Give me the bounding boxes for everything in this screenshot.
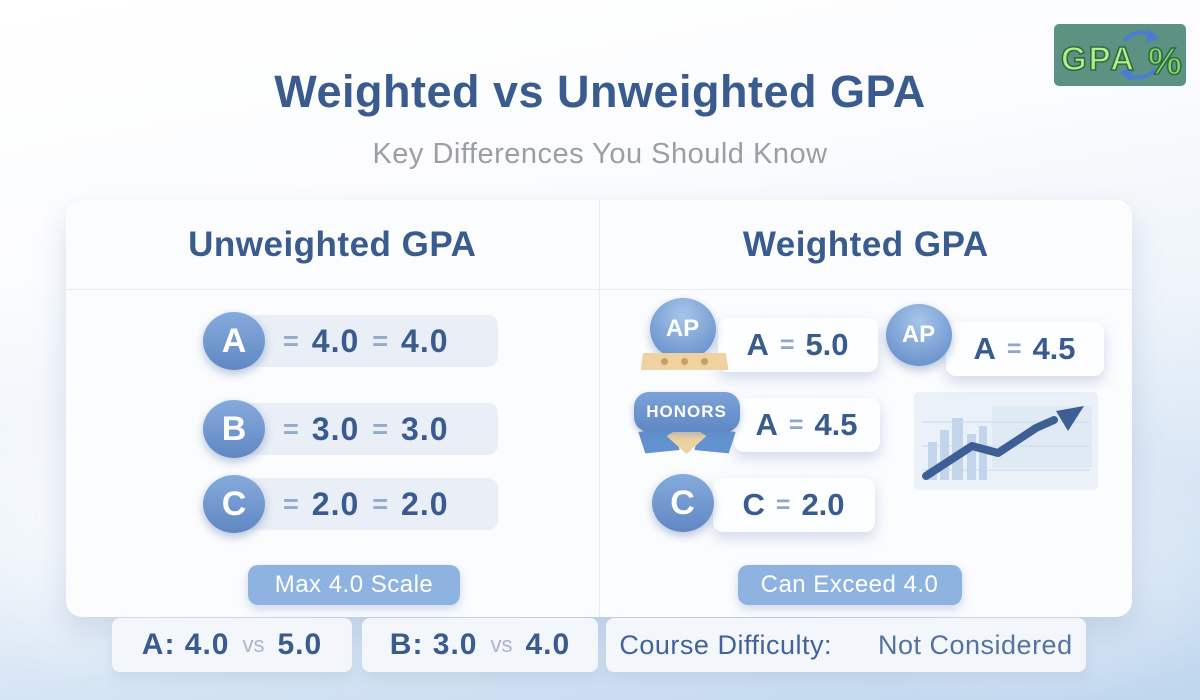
footer-comparison-a: A: 4.0 vs 5.0 (112, 618, 352, 672)
grade-b-values: = 3.0 = 3.0 (283, 400, 449, 458)
ap-circle-icon: AP (649, 298, 716, 360)
svg-text:GPA: GPA (1061, 40, 1136, 77)
can-exceed-badge: Can Exceed 4.0 (737, 565, 962, 605)
gpa-value: 2.0 (311, 485, 360, 522)
ribbon-icon (640, 353, 729, 370)
equals-sign: = (372, 325, 389, 356)
footer-comparison-b: B: 3.0 vs 4.0 (362, 618, 598, 672)
row-pill-background (235, 315, 498, 367)
footer-grade-value: 4.0 (525, 628, 571, 661)
grade-a-values: = 4.0 = 4.0 (283, 312, 449, 370)
equals-sign: = (775, 490, 791, 519)
grade-letter: C (742, 487, 765, 522)
equals-sign: = (788, 410, 804, 439)
ap-circle-icon: AP (885, 304, 952, 366)
vs-label: vs (242, 632, 265, 657)
ribbon-dot (661, 358, 668, 365)
row-pill-background (235, 478, 498, 530)
gpa-value: 4.5 (814, 407, 858, 442)
gpa-value: 4.0 (401, 322, 449, 359)
grade-c-badge-icon: C (203, 475, 265, 533)
equals-sign: = (372, 413, 389, 444)
gpa-value: 3.0 (401, 410, 449, 447)
equals-sign: = (283, 488, 299, 519)
grade-a-badge-icon: A (203, 312, 265, 370)
unweighted-column: Unweighted GPA A = 4.0 = 4.0 B (66, 200, 600, 617)
honors-label: HONORS (633, 392, 740, 432)
grade-letter: A (221, 321, 247, 360)
growth-chart-icon (913, 392, 1098, 490)
unweighted-column-title: Unweighted GPA (66, 200, 599, 290)
unweighted-row-a: A = 4.0 = 4.0 (203, 312, 498, 370)
gpa-percent-logo-icon: GPA % (1054, 24, 1186, 86)
max-scale-badge: Max 4.0 Scale (248, 565, 460, 605)
vs-label: vs (490, 632, 513, 657)
unweighted-row-c: C = 2.0 = 2.0 (203, 475, 498, 533)
grade-letter: A (755, 407, 778, 442)
weighted-column-title: Weighted GPA (599, 200, 1132, 290)
ribbon-dot (681, 358, 688, 365)
grade-c-values: = 2.0 = 2.0 (283, 475, 449, 533)
gpa-value: 4.5 (1032, 331, 1076, 366)
weighted-card-ap-a5: A = 5.0 (717, 318, 878, 372)
gpa-value: 4.0 (311, 322, 360, 359)
footer-course-difficulty: Course Difficulty: Not Considered (606, 618, 1086, 672)
weighted-card-honors-a45: A = 4.5 (733, 398, 880, 452)
equals-sign: = (283, 325, 299, 356)
gpa-value: 2.0 (401, 485, 449, 522)
gpa-value: 3.0 (311, 410, 360, 447)
row-pill-background (235, 403, 498, 455)
ap-label: AP (665, 315, 700, 342)
ribbon-dot (701, 358, 708, 365)
footer-grade-value: A: 4.0 (141, 628, 230, 661)
grade-letter: C (670, 483, 695, 522)
gpa-value: 5.0 (805, 327, 849, 362)
page-title: Weighted vs Unweighted GPA (274, 66, 926, 117)
footer-grade-value: B: 3.0 (389, 628, 478, 661)
grade-b-badge-icon: B (203, 400, 265, 458)
course-difficulty-label: Course Difficulty: (619, 629, 832, 660)
ap-label: AP (901, 321, 936, 348)
gpa-value: 2.0 (801, 487, 845, 522)
grade-letter: B (221, 409, 247, 448)
grade-letter: C (221, 484, 247, 523)
weighted-card-ap-a45: A = 4.5 (945, 322, 1104, 376)
unweighted-row-b: B = 3.0 = 3.0 (203, 400, 498, 458)
comparison-card: Unweighted GPA A = 4.0 = 4.0 B (66, 200, 1132, 617)
svg-text:%: % (1148, 41, 1182, 83)
weighted-card-c2: C = 2.0 (712, 478, 875, 532)
footer-grade-value: 5.0 (277, 628, 323, 661)
equals-sign: = (779, 330, 795, 359)
ap-medal-icon: AP (640, 298, 729, 374)
equals-sign: = (1006, 334, 1022, 363)
brand-logo: GPA % (1054, 24, 1186, 86)
honors-text: HONORS (646, 402, 727, 421)
grade-letter: A (973, 331, 996, 366)
weighted-column: Weighted GPA AP A = 5.0 AP A = (599, 200, 1132, 617)
equals-sign: = (372, 488, 389, 519)
course-difficulty-value: Not Considered (877, 629, 1073, 660)
honors-ribbon-icon: HONORS (633, 392, 740, 468)
grade-letter: A (746, 327, 769, 362)
page-subtitle: Key Differences You Should Know (372, 138, 828, 170)
equals-sign: = (283, 413, 299, 444)
grade-c-badge-icon: C (651, 474, 714, 532)
